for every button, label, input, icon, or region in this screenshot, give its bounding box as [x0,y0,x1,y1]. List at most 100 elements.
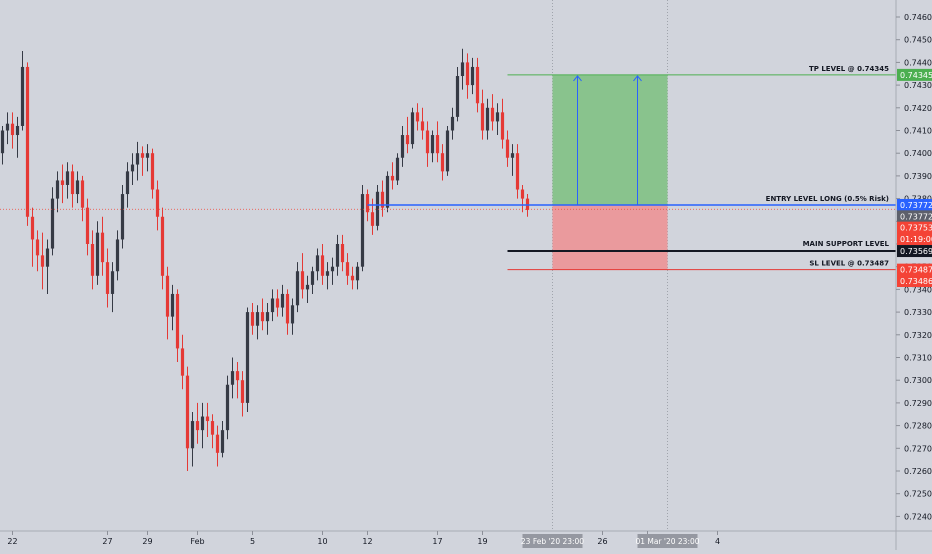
candle-body[interactable] [5,123,10,131]
candle-body[interactable] [335,244,340,267]
candle-body[interactable] [75,180,80,195]
candle-body[interactable] [390,175,395,181]
candle-body[interactable] [300,271,305,290]
candle-body[interactable] [280,293,285,308]
candle-body[interactable] [225,384,230,431]
candle-body[interactable] [130,164,135,172]
candle-body[interactable] [345,262,350,276]
candle-body[interactable] [290,305,295,324]
candle-body[interactable] [285,293,290,324]
time-axis[interactable]: 222729Feb51012171926284 [7,531,720,546]
candle-body[interactable] [215,434,220,453]
candle-body[interactable] [370,212,375,226]
candle-body[interactable] [140,153,145,158]
candle-body[interactable] [210,421,215,435]
candle-body[interactable] [360,194,365,267]
candle-body[interactable] [150,153,155,190]
candle-body[interactable] [340,244,345,263]
candle-body[interactable] [310,271,315,285]
candle-body[interactable] [230,371,235,385]
candle-body[interactable] [420,121,425,131]
candle-body[interactable] [455,76,460,117]
candle-body[interactable] [330,266,335,272]
candle-body[interactable] [115,239,120,272]
candle-body[interactable] [205,416,210,422]
candle-body[interactable] [495,112,500,122]
candle-body[interactable] [355,266,360,281]
candle-body[interactable] [445,130,450,172]
candle-body[interactable] [25,66,30,217]
candle-body[interactable] [520,189,525,199]
candle-body[interactable] [475,66,480,104]
candle-body[interactable] [305,284,310,290]
candle-body[interactable] [120,194,125,240]
candle-body[interactable] [240,380,245,403]
candle-body[interactable] [265,312,270,322]
candle-body[interactable] [200,416,205,431]
candle-body[interactable] [485,107,490,131]
candle-body[interactable] [55,180,60,199]
candle-body[interactable] [160,216,165,276]
candle-body[interactable] [490,107,495,122]
candle-body[interactable] [110,271,115,294]
candle-body[interactable] [375,191,380,226]
candle-body[interactable] [500,112,505,140]
candle-body[interactable] [435,135,440,154]
candle-body[interactable] [80,180,85,208]
candle-body[interactable] [350,275,355,281]
candle-body[interactable] [365,194,370,213]
candle-body[interactable] [385,175,390,208]
candle-body[interactable] [125,171,130,195]
candle-body[interactable] [35,239,40,256]
candle-body[interactable] [60,180,65,185]
candle-body[interactable] [295,271,300,306]
candle-body[interactable] [135,153,140,165]
candle-body[interactable] [515,153,520,190]
candle-body[interactable] [440,153,445,172]
candle-body[interactable] [20,66,25,126]
candle-body[interactable] [40,255,45,267]
candle-body[interactable] [425,130,430,154]
candle-body[interactable] [415,112,420,122]
candle-body[interactable] [275,298,280,308]
candle-body[interactable] [220,430,225,453]
candle-body[interactable] [430,135,435,154]
candle-body[interactable] [380,191,385,208]
candle-body[interactable] [0,130,5,154]
candle-body[interactable] [480,103,485,131]
candle-body[interactable] [95,232,100,276]
candles[interactable] [0,48,530,471]
candle-body[interactable] [70,171,75,195]
candle-body[interactable] [260,312,265,322]
candle-body[interactable] [235,371,240,381]
candle-body[interactable] [180,348,185,376]
candle-body[interactable] [10,123,15,136]
candle-body[interactable] [155,189,160,217]
candle-body[interactable] [170,293,175,317]
level-lines[interactable] [0,74,896,271]
candle-body[interactable] [190,421,195,449]
candle-body[interactable] [320,255,325,276]
candle-body[interactable] [105,262,110,294]
candle-body[interactable] [185,375,190,449]
candle-body[interactable] [465,62,470,86]
candle-body[interactable] [510,153,515,158]
candle-body[interactable] [245,312,250,403]
candle-body[interactable] [470,66,475,86]
candle-body[interactable] [410,112,415,145]
candle-body[interactable] [460,62,465,77]
candle-body[interactable] [100,232,105,263]
candle-body[interactable] [45,248,50,267]
candle-body[interactable] [85,207,90,244]
candle-body[interactable] [505,139,510,158]
candle-body[interactable] [395,157,400,181]
candle-body[interactable] [165,275,170,317]
candle-body[interactable] [90,244,95,276]
candle-body[interactable] [450,116,455,131]
candle-body[interactable] [15,125,20,136]
candle-body[interactable] [270,298,275,313]
candle-body[interactable] [195,421,200,431]
candle-body[interactable] [50,198,55,249]
